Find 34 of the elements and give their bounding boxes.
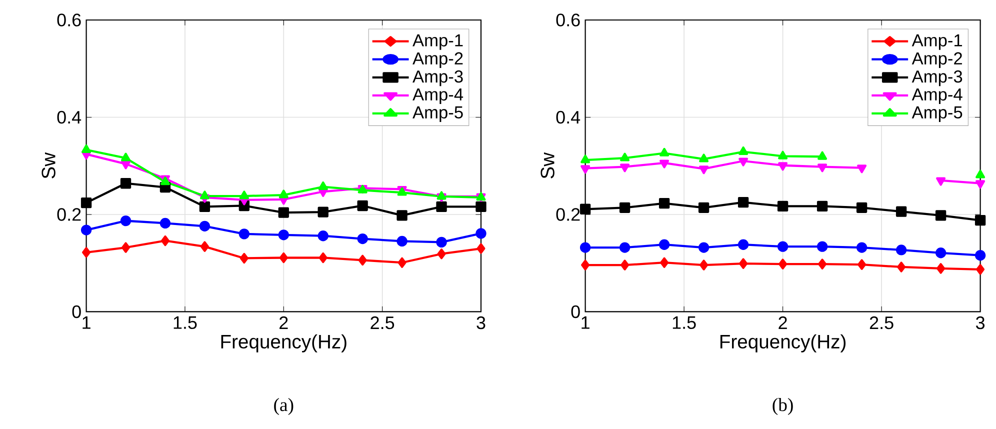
legend-label: Amp-2	[912, 52, 962, 68]
legend-label: Amp-1	[412, 34, 463, 50]
x-axis-title: Frequency(Hz)	[221, 334, 346, 352]
y-tick-label: 0.4	[556, 110, 580, 124]
y-tick-label: 0.2	[556, 208, 580, 221]
x-tick-label: 1	[582, 316, 590, 329]
legend-label: Amp-1	[912, 34, 962, 50]
x-tick-label: 1.5	[174, 316, 197, 329]
y-tick-label: 0.6	[556, 14, 580, 26]
legend-label: Amp-5	[912, 106, 962, 122]
y-tick-label: 0	[72, 305, 81, 318]
text: (a)	[274, 398, 294, 415]
x-tick-label: 3	[476, 316, 486, 330]
y-tick-label: 0.6	[57, 14, 81, 26]
y-axis-title: Sw	[42, 152, 56, 178]
legend-label: Amp-5	[412, 106, 463, 122]
y-tick-label: 0	[571, 305, 580, 318]
y-tick-label: 0.2	[57, 208, 81, 221]
y-axis-title: Sw	[540, 152, 554, 178]
x-tick-label: 3	[976, 316, 985, 330]
legend-label: Amp-3	[412, 70, 463, 86]
legend-label: Amp-3	[912, 70, 962, 86]
x-tick-label: 2	[280, 316, 288, 329]
x-tick-label: 1.5	[672, 316, 696, 329]
legend-label: Amp-4	[412, 88, 464, 104]
legend-label: Amp-2	[412, 52, 463, 68]
x-tick-label: 1	[82, 316, 90, 329]
text: (b)	[772, 398, 793, 415]
legend-label: Amp-4	[912, 88, 962, 104]
y-tick-label: 0.4	[57, 110, 82, 124]
x-axis-title: Frequency(Hz)	[720, 334, 846, 352]
x-tick-label: 2.5	[370, 316, 394, 330]
x-tick-label: 2	[778, 316, 787, 329]
x-tick-label: 2.5	[870, 316, 894, 330]
